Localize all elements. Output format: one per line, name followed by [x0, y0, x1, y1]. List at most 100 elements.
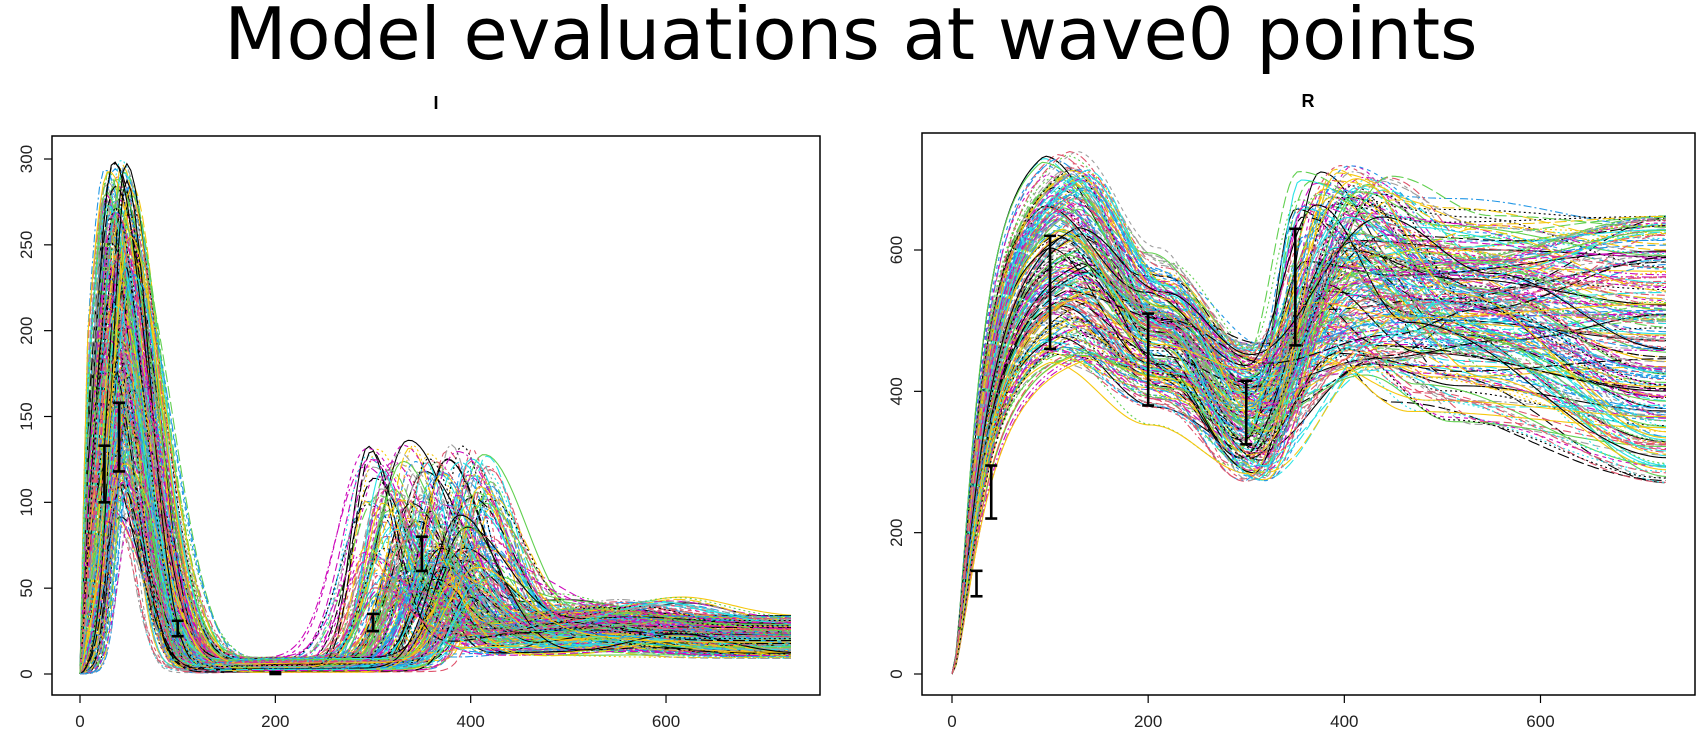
- target-errorbar: [98, 444, 111, 504]
- series-line: [951, 171, 1667, 675]
- panel-R: R 0 200 400 600 0 200 400 600: [887, 91, 1696, 731]
- series-line: [951, 225, 1667, 675]
- series-line: [951, 252, 1667, 675]
- panel-title: I: [433, 93, 438, 113]
- target-errorbar: [171, 619, 184, 638]
- series-line: [79, 305, 791, 675]
- series-line: [951, 236, 1667, 675]
- series-line: [951, 166, 1667, 675]
- y-tick-label: 0: [887, 669, 906, 678]
- series-line: [951, 181, 1667, 675]
- series-line: [951, 175, 1667, 675]
- series-line: [79, 402, 792, 675]
- series-line: [951, 216, 1667, 675]
- series-line: [951, 231, 1667, 675]
- series-line: [951, 214, 1667, 675]
- series-line: [951, 173, 1667, 675]
- series-line: [951, 219, 1667, 675]
- series-line: [79, 393, 791, 675]
- series-line: [79, 506, 792, 675]
- series-line: [79, 423, 792, 675]
- series-line: [79, 277, 792, 675]
- series-line: [79, 336, 792, 675]
- series-line: [951, 247, 1667, 675]
- x-tick-label: 200: [1134, 712, 1162, 731]
- series-line: [951, 207, 1667, 675]
- series-line: [79, 227, 791, 675]
- series-line: [951, 175, 1667, 675]
- x-tick-label: 600: [1526, 712, 1554, 731]
- series-line: [951, 165, 1667, 675]
- target-errorbar: [367, 612, 380, 633]
- x-tick-label: 200: [261, 712, 289, 731]
- series-line: [951, 192, 1667, 675]
- series-line: [951, 197, 1666, 675]
- series-line: [79, 352, 791, 675]
- y-tick-label: 250: [17, 231, 36, 259]
- series-line: [951, 217, 1667, 675]
- series-line: [951, 189, 1667, 675]
- series-line: [951, 336, 1666, 675]
- series-line: [951, 250, 1667, 675]
- series-line: [951, 225, 1667, 675]
- series-line: [951, 179, 1667, 675]
- page-title: Model evaluations at wave0 points: [224, 0, 1478, 76]
- series-line: [951, 215, 1666, 675]
- x-tick-label: 400: [1330, 712, 1358, 731]
- series-line: [951, 214, 1666, 675]
- plot-frame: [921, 132, 1696, 696]
- series-line: [951, 168, 1667, 675]
- target-errorbar: [985, 464, 998, 520]
- series-line: [951, 235, 1666, 675]
- series-line: [951, 204, 1667, 675]
- series-line: [951, 178, 1667, 675]
- series-line: [79, 234, 791, 675]
- y-tick-label: 300: [17, 145, 36, 173]
- series-line: [951, 219, 1667, 675]
- series-line: [79, 298, 791, 675]
- series-line: [951, 302, 1666, 675]
- panel-I: I 0 200 400 600 0 50 100 150 200 250 300: [17, 93, 821, 731]
- series-line: [951, 269, 1667, 675]
- series-line: [951, 226, 1666, 675]
- series-line: [951, 165, 1667, 675]
- target-errorbar: [970, 569, 983, 598]
- series-line: [79, 232, 791, 675]
- series-line: [951, 188, 1667, 675]
- series-line: [951, 278, 1667, 675]
- y-tick-label: 400: [887, 377, 906, 405]
- series-line: [951, 249, 1666, 675]
- series-line: [951, 238, 1666, 675]
- series-line: [79, 326, 791, 675]
- series-line: [951, 191, 1666, 675]
- series-line: [951, 163, 1667, 675]
- series-line: [951, 204, 1667, 675]
- series-line: [951, 178, 1666, 675]
- target-errorbar: [113, 401, 126, 473]
- series-line: [951, 169, 1667, 675]
- target-errorbar: [415, 535, 428, 573]
- x-tick-label: 0: [947, 712, 956, 731]
- series-line: [951, 205, 1667, 675]
- series-line: [951, 234, 1667, 675]
- series-line: [951, 256, 1667, 675]
- series-line: [79, 417, 791, 675]
- series-line: [79, 399, 791, 675]
- y-tick-label: 100: [17, 488, 36, 516]
- series-line: [79, 234, 791, 675]
- series-line: [79, 340, 791, 675]
- series-line: [951, 206, 1667, 675]
- series-line: [79, 411, 791, 675]
- series-line: [951, 268, 1667, 675]
- series-line: [951, 212, 1667, 675]
- series-line: [79, 194, 791, 675]
- series-line: [951, 294, 1667, 675]
- target-errorbars: [970, 227, 1302, 598]
- series-line: [951, 175, 1666, 675]
- series-line: [951, 257, 1667, 675]
- series-line: [79, 205, 791, 675]
- y-tick-label: 150: [17, 402, 36, 430]
- series-line: [79, 274, 792, 675]
- series-line: [951, 196, 1667, 675]
